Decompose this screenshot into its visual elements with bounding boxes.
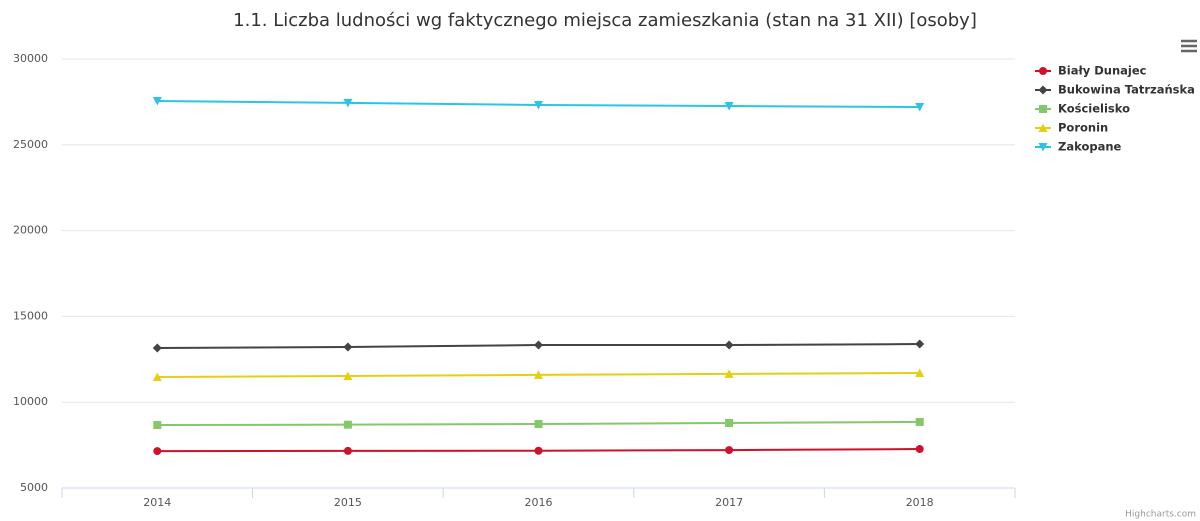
point: [343, 342, 353, 352]
credits[interactable]: Highcharts.com: [1125, 510, 1196, 520]
point: [915, 445, 924, 454]
y-tick-label: 10000: [13, 395, 48, 408]
x-tick-label: 2017: [715, 496, 743, 509]
point: [1039, 67, 1047, 75]
series: [153, 445, 924, 456]
point: [725, 418, 734, 427]
point: [725, 446, 734, 455]
point: [534, 100, 543, 110]
y-tick-label: 5000: [20, 481, 48, 494]
point: [153, 421, 162, 430]
y-tick-label: 15000: [13, 309, 48, 322]
point: [724, 102, 734, 111]
legend-label[interactable]: Biały Dunajec: [1058, 64, 1147, 78]
point: [724, 369, 734, 378]
point: [534, 446, 543, 455]
series: [152, 339, 925, 353]
point: [534, 419, 543, 428]
x-tick-label: 2014: [143, 496, 171, 509]
point: [343, 98, 353, 108]
series: [152, 368, 925, 381]
series: [153, 417, 924, 430]
point: [915, 417, 924, 426]
x-tick-label: 2015: [334, 496, 362, 509]
y-tick-label: 20000: [13, 224, 48, 237]
chart-title: 1.1. Liczba ludności wg faktycznego miej…: [233, 10, 977, 31]
legend-label[interactable]: Bukowina Tatrzańska: [1058, 83, 1195, 97]
point: [1038, 123, 1048, 132]
point: [1039, 105, 1047, 113]
point: [915, 103, 925, 112]
point: [153, 447, 162, 456]
series: [152, 97, 925, 112]
y-tick-label: 25000: [13, 138, 48, 151]
legend-label[interactable]: Zakopane: [1058, 140, 1122, 154]
point: [152, 97, 162, 106]
legend-label[interactable]: Kościelisko: [1058, 102, 1130, 116]
point: [915, 339, 925, 349]
point: [343, 371, 353, 380]
legend-label[interactable]: Poronin: [1058, 121, 1108, 135]
point: [724, 340, 734, 350]
point: [1038, 85, 1048, 95]
point: [534, 370, 543, 379]
point: [1038, 143, 1048, 152]
x-tick-label: 2018: [906, 496, 934, 509]
y-tick-label: 30000: [13, 52, 48, 65]
point: [343, 446, 352, 455]
point: [343, 420, 352, 429]
x-tick-label: 2016: [525, 496, 553, 509]
menu-icon[interactable]: [1181, 39, 1197, 53]
point: [534, 340, 543, 350]
point: [915, 368, 925, 378]
point: [152, 343, 162, 353]
point: [152, 372, 162, 381]
